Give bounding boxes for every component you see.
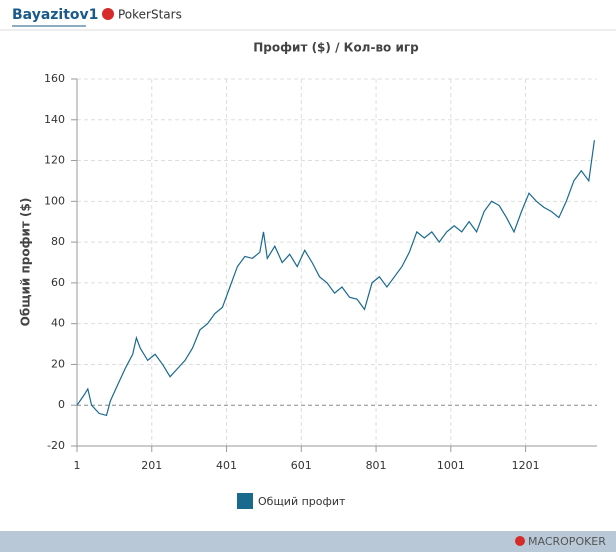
y-axis-label: Общий профит ($) (19, 198, 33, 327)
y-tick-label: 80 (51, 235, 65, 248)
site-logo (102, 8, 114, 20)
y-tick-label: 60 (51, 276, 65, 289)
x-tick-label: 401 (216, 459, 237, 472)
y-tick-label: 120 (44, 154, 65, 167)
legend-swatch[interactable] (237, 493, 253, 509)
y-tick-label: 40 (51, 317, 65, 330)
site-name: PokerStars (118, 8, 182, 22)
y-tick-label: 140 (44, 113, 65, 126)
y-tick-label: 160 (44, 72, 65, 85)
x-tick-label: 1201 (512, 459, 540, 472)
x-tick-label: 201 (141, 459, 162, 472)
y-tick-label: 20 (51, 357, 65, 370)
footer-brand: MACROPOKER (528, 535, 606, 548)
user-name[interactable]: Bayazitov1 (12, 7, 98, 23)
x-tick-label: 801 (366, 459, 387, 472)
footer-bar (0, 531, 616, 552)
y-tick-label: -20 (47, 439, 65, 452)
x-tick-label: 1 (74, 459, 81, 472)
x-tick-label: 1001 (437, 459, 465, 472)
footer-logo (515, 536, 525, 546)
y-tick-label: 100 (44, 194, 65, 207)
x-tick-label: 601 (291, 459, 312, 472)
legend-label[interactable]: Общий профит (258, 495, 346, 508)
chart-title: Профит ($) / Кол-во игр (253, 41, 419, 55)
y-tick-label: 0 (58, 398, 65, 411)
data-line (76, 140, 595, 417)
